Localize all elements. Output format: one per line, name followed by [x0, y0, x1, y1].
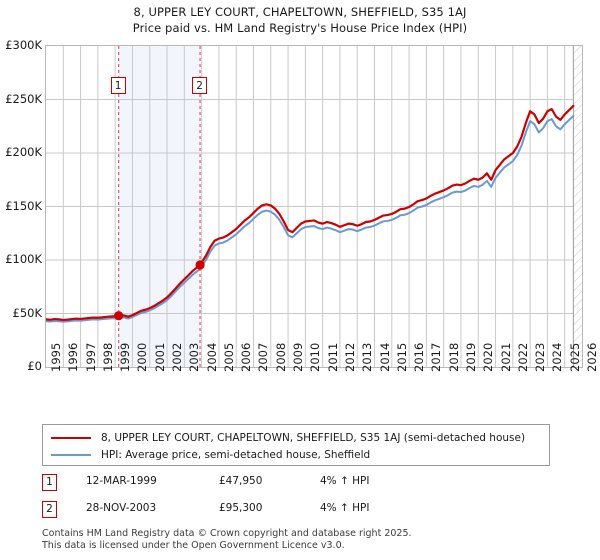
sale-marker-flag-2[interactable]: 2	[192, 77, 208, 94]
txn-date-1: 12-MAR-1999	[86, 475, 157, 487]
x-axis-tick-label: 2007	[256, 343, 270, 372]
x-axis-tick-label: 2017	[429, 343, 443, 372]
x-axis-tick-label: 2020	[481, 343, 495, 372]
x-axis-tick-label: 2021	[499, 343, 513, 372]
x-axis-tick-label: 1999	[118, 343, 132, 372]
x-axis-tick-label: 2004	[205, 343, 219, 372]
x-axis-tick-label: 2015	[395, 343, 409, 372]
x-axis-tick-label: 2012	[343, 343, 357, 372]
x-axis-tick-label: 1997	[84, 343, 98, 372]
legend-label-property: 8, UPPER LEY COURT, CHAPELTOWN, SHEFFIEL…	[101, 431, 526, 444]
x-axis-tick-label: 2013	[360, 343, 374, 372]
sale-marker-flag-1[interactable]: 1	[110, 77, 126, 94]
x-axis-tick-label: 2014	[378, 343, 392, 372]
x-axis-tick-label: 2011	[326, 343, 340, 372]
x-axis-tick-label: 2005	[222, 343, 236, 372]
y-axis-tick-label: £200K	[5, 145, 42, 159]
plot-area[interactable]	[45, 45, 583, 368]
attribution-footer: Contains HM Land Registry data © Crown c…	[42, 528, 582, 551]
table-row[interactable]: 2 28-NOV-2003 £95,300 4% ↑ HPI	[42, 499, 562, 526]
x-axis-tick-label: 2001	[153, 343, 167, 372]
txn-hpi-delta-2: 4% ↑ HPI	[320, 502, 370, 514]
legend-swatch-hpi	[51, 453, 91, 456]
x-axis-tick-label: 1995	[49, 343, 63, 372]
x-axis-tick-label: 2018	[447, 343, 461, 372]
txn-hpi-delta-1: 4% ↑ HPI	[320, 475, 370, 487]
chart-container: £0 £50K £100K £150K £200K £250K £300K 19951996…	[5, 38, 599, 373]
legend-item-property: 8, UPPER LEY COURT, CHAPELTOWN, SHEFFIEL…	[51, 430, 541, 445]
x-axis-tick-label: 2025	[568, 343, 582, 372]
x-axis-tick-label: 2006	[239, 343, 253, 372]
txn-price-1: £47,950	[219, 475, 263, 487]
x-axis-tick-label: 1996	[66, 343, 80, 372]
x-axis-tick-label: 1998	[101, 343, 115, 372]
txn-price-2: £95,300	[219, 502, 263, 514]
y-axis-tick-label: £100K	[5, 252, 42, 266]
x-axis-tick-label: 2022	[516, 343, 530, 372]
footer-line-2: This data is licensed under the Open Gov…	[42, 539, 345, 551]
x-axis-tick-label: 2002	[170, 343, 184, 372]
x-axis-tick-label: 2009	[291, 343, 305, 372]
y-axis-tick-label: £150K	[5, 198, 42, 213]
x-axis-tick-label: 2026	[585, 342, 599, 372]
x-axis-tick-label: 2016	[412, 343, 426, 372]
x-axis-tick-label: 2019	[464, 343, 478, 372]
y-axis-tick-label: £50K	[12, 305, 43, 320]
x-axis-tick-label: 2000	[135, 343, 149, 372]
x-axis-tick-label: 2010	[308, 343, 322, 372]
title-line-2: Price paid vs. HM Land Registry's House …	[132, 21, 468, 35]
x-axis-tick-label: 2023	[533, 343, 547, 372]
legend-label-hpi: HPI: Average price, semi-detached house,…	[101, 448, 371, 461]
legend-swatch-property	[51, 436, 91, 439]
title-line-1: 8, UPPER LEY COURT, CHAPELTOWN, SHEFFIEL…	[133, 5, 467, 19]
legend-item-hpi: HPI: Average price, semi-detached house,…	[51, 447, 541, 462]
txn-marker-2: 2	[42, 501, 57, 518]
transactions-list: 1 12-MAR-1999 £47,950 4% ↑ HPI 2 28-NOV-…	[42, 472, 562, 526]
table-row[interactable]: 1 12-MAR-1999 £47,950 4% ↑ HPI	[42, 472, 562, 499]
x-axis-tick-label: 2024	[550, 343, 564, 372]
txn-date-2: 28-NOV-2003	[86, 502, 157, 514]
page-title: 8, UPPER LEY COURT, CHAPELTOWN, SHEFFIEL…	[0, 4, 600, 36]
y-axis-tick-label: £250K	[5, 91, 42, 106]
txn-marker-1: 1	[42, 474, 57, 491]
y-axis-tick-label: £0	[27, 359, 42, 373]
footer-line-1: Contains HM Land Registry data © Crown c…	[42, 528, 412, 539]
price-history-plot	[46, 46, 582, 367]
x-axis-tick-label: 2008	[274, 343, 288, 372]
y-axis-tick-label: £300K	[5, 38, 42, 52]
x-axis-tick-label: 2003	[187, 343, 201, 372]
chart-legend: 8, UPPER LEY COURT, CHAPELTOWN, SHEFFIEL…	[42, 424, 550, 466]
